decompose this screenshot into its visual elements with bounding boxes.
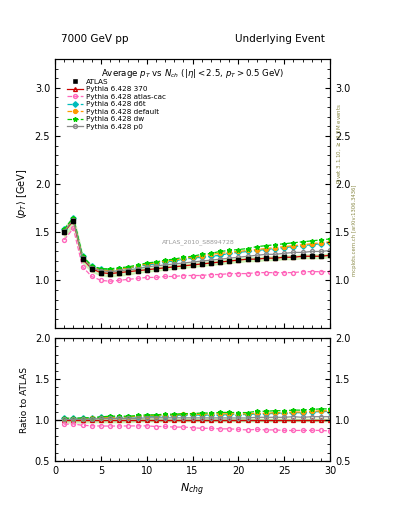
Y-axis label: Ratio to ATLAS: Ratio to ATLAS: [20, 367, 29, 433]
Y-axis label: $\langle p_T \rangle$ [GeV]: $\langle p_T \rangle$ [GeV]: [15, 168, 29, 219]
X-axis label: $N_{chg}$: $N_{chg}$: [180, 481, 205, 498]
Text: Average $p_T$ vs $N_{ch}$ ($|\eta| < 2.5$, $p_T > 0.5$ GeV): Average $p_T$ vs $N_{ch}$ ($|\eta| < 2.5…: [101, 67, 284, 80]
Text: Rivet 3.1.10, $\geq$ 3.3M events: Rivet 3.1.10, $\geq$ 3.3M events: [336, 103, 343, 184]
Text: Underlying Event: Underlying Event: [235, 34, 325, 44]
Text: 7000 GeV pp: 7000 GeV pp: [61, 34, 128, 44]
Legend: ATLAS, Pythia 6.428 370, Pythia 6.428 atlas-cac, Pythia 6.428 d6t, Pythia 6.428 : ATLAS, Pythia 6.428 370, Pythia 6.428 at…: [64, 76, 169, 133]
Text: ATLAS_2010_S8894728: ATLAS_2010_S8894728: [162, 239, 235, 245]
Text: mcplots.cern.ch [arXiv:1306.3436]: mcplots.cern.ch [arXiv:1306.3436]: [352, 185, 357, 276]
